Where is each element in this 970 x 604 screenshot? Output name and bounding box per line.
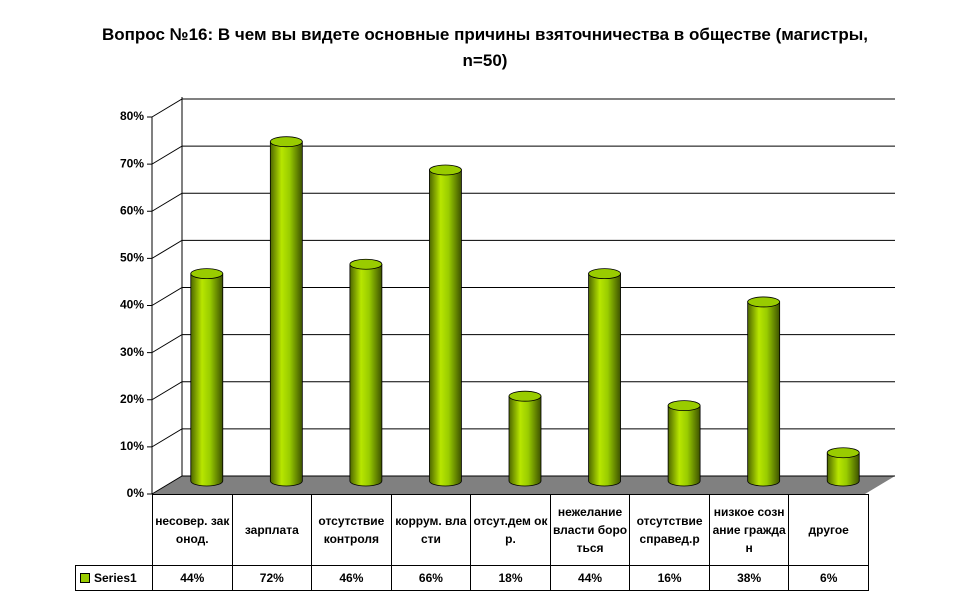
y-tick-label: 60% bbox=[120, 203, 144, 217]
bar bbox=[826, 447, 860, 487]
bar-top bbox=[190, 268, 224, 280]
y-tick-label: 40% bbox=[120, 298, 144, 312]
y-tick-label: 80% bbox=[120, 109, 144, 123]
grid-line bbox=[151, 287, 895, 306]
bar-top bbox=[508, 390, 542, 402]
value-cell: 72% bbox=[231, 565, 313, 591]
bar-body bbox=[508, 395, 542, 487]
bar-body bbox=[588, 273, 621, 487]
bar-top bbox=[826, 447, 860, 459]
y-tick-label: 50% bbox=[120, 251, 144, 265]
y-tick-label: 0% bbox=[127, 486, 145, 500]
grid-line bbox=[151, 239, 895, 259]
value-cell: 38% bbox=[708, 565, 790, 591]
bar bbox=[747, 296, 781, 487]
value-cell: 46% bbox=[311, 565, 392, 591]
bar bbox=[508, 390, 542, 487]
bar bbox=[429, 164, 462, 487]
bar-top bbox=[429, 164, 462, 176]
grid-line bbox=[151, 192, 895, 212]
category-cell: коррум. власти bbox=[390, 494, 472, 566]
y-tick-label: 30% bbox=[120, 345, 144, 359]
chart-title: Вопрос №16: В чем вы видете основные при… bbox=[101, 25, 868, 70]
bar-body bbox=[826, 452, 860, 487]
bar bbox=[588, 268, 621, 487]
bar-top bbox=[588, 268, 621, 280]
legend-swatch bbox=[80, 573, 90, 583]
category-cell: отсутствие справед.р bbox=[629, 494, 710, 566]
legend-label: Series1 bbox=[94, 571, 137, 585]
bar-top bbox=[349, 258, 383, 270]
y-tick-label: 10% bbox=[120, 439, 144, 453]
y-tick-label: 20% bbox=[120, 392, 144, 406]
value-cell: 44% bbox=[152, 565, 233, 591]
y-tick-label: 70% bbox=[120, 156, 144, 170]
legend-cell: Series1 bbox=[75, 565, 153, 591]
grid-line bbox=[151, 475, 895, 495]
bar-body bbox=[667, 405, 701, 487]
category-cell: нежелание власти бороться bbox=[549, 494, 631, 566]
grid-line bbox=[151, 145, 895, 165]
bar-top bbox=[667, 400, 701, 412]
value-cell: 66% bbox=[390, 565, 472, 591]
category-cell: другое bbox=[788, 494, 869, 566]
value-cell: 44% bbox=[549, 565, 631, 591]
category-cell: низкое сознание граждан bbox=[708, 494, 790, 566]
category-cell: отсутствие контроля bbox=[311, 494, 392, 566]
grid-line bbox=[151, 428, 895, 448]
value-cell: 18% bbox=[470, 565, 551, 591]
bar-body bbox=[747, 301, 781, 487]
bar bbox=[190, 268, 224, 487]
bar-top bbox=[269, 136, 303, 148]
bar-body bbox=[190, 273, 224, 487]
bar bbox=[349, 258, 383, 487]
category-cell: зарплата bbox=[231, 494, 313, 566]
bar bbox=[667, 400, 701, 487]
grid-line bbox=[151, 334, 895, 354]
grid-line bbox=[151, 98, 895, 118]
value-cell: 6% bbox=[788, 565, 869, 591]
bar-body bbox=[429, 169, 462, 487]
bar bbox=[269, 136, 303, 487]
bar-top bbox=[747, 296, 781, 308]
bar-body bbox=[269, 141, 303, 487]
category-cell: несовер. законод. bbox=[152, 494, 233, 566]
value-cell: 16% bbox=[629, 565, 710, 591]
bar-body bbox=[349, 263, 383, 487]
category-cell: отсут.дем окр. bbox=[470, 494, 551, 566]
grid-line bbox=[151, 381, 895, 401]
